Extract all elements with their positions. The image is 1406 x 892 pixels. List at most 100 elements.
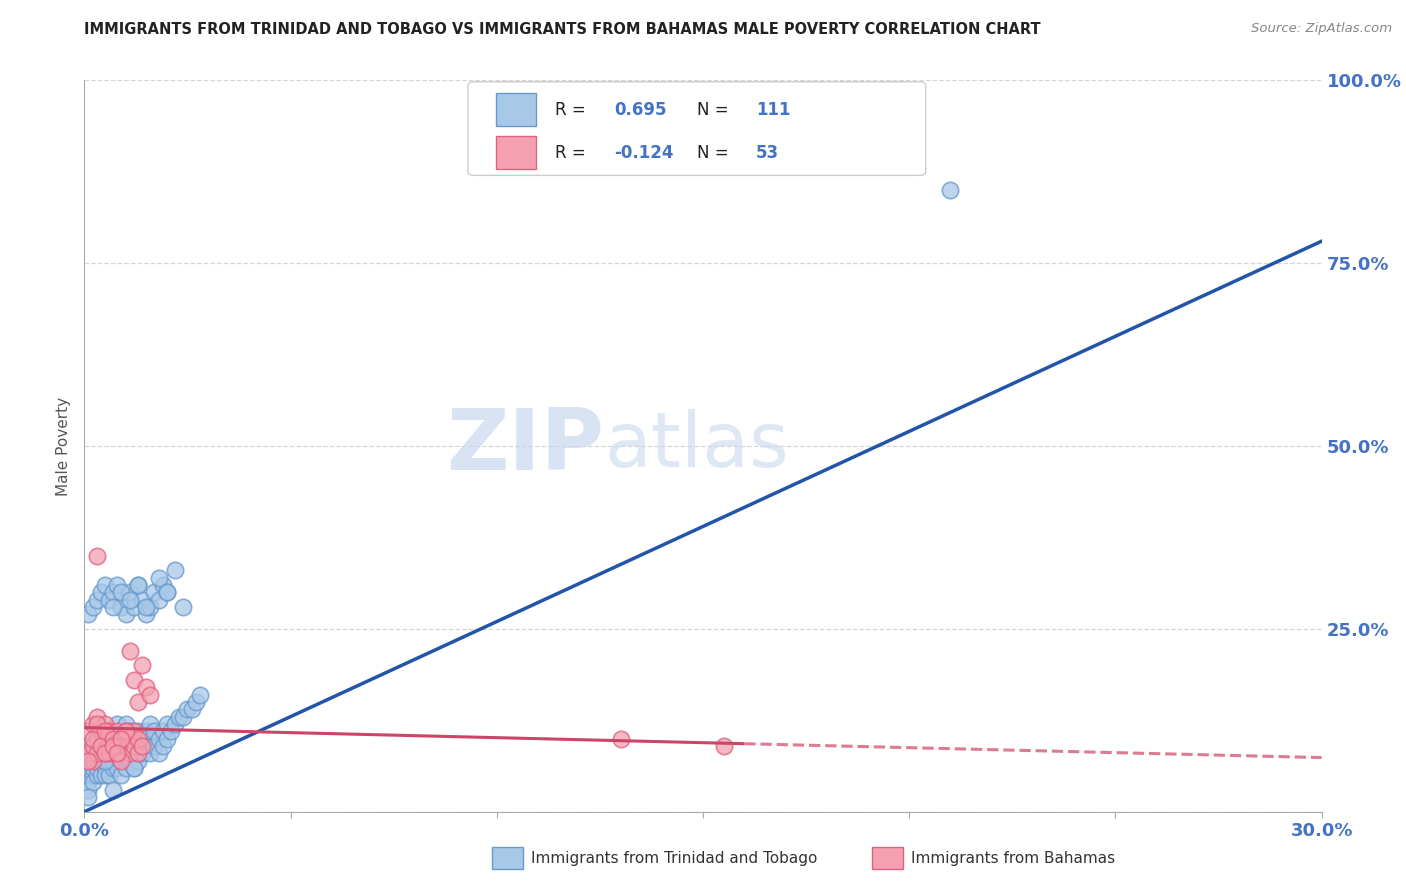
Point — [176, 702, 198, 716]
Point — [118, 592, 141, 607]
Point — [148, 731, 170, 746]
Point — [135, 739, 157, 753]
Point — [82, 739, 104, 753]
Point — [156, 731, 179, 746]
Point — [110, 585, 132, 599]
Point — [127, 578, 149, 592]
Point — [127, 739, 149, 753]
Point — [77, 790, 100, 805]
Point — [172, 709, 194, 723]
Point — [122, 746, 145, 760]
Point — [105, 731, 128, 746]
Point — [105, 724, 128, 739]
Point — [184, 695, 207, 709]
Point — [152, 739, 174, 753]
Point — [98, 768, 121, 782]
Point — [122, 739, 145, 753]
Point — [122, 761, 145, 775]
Point — [82, 754, 104, 768]
Point — [77, 768, 100, 782]
Point — [114, 724, 136, 739]
Point — [127, 724, 149, 739]
Point — [94, 724, 117, 739]
Point — [114, 731, 136, 746]
Point — [114, 607, 136, 622]
Point — [131, 746, 153, 760]
Point — [165, 717, 187, 731]
Point — [110, 599, 132, 614]
Point — [103, 739, 125, 753]
Text: IMMIGRANTS FROM TRINIDAD AND TOBAGO VS IMMIGRANTS FROM BAHAMAS MALE POVERTY CORR: IMMIGRANTS FROM TRINIDAD AND TOBAGO VS I… — [84, 22, 1040, 37]
Point — [110, 754, 132, 768]
Point — [118, 644, 141, 658]
Point — [103, 782, 125, 797]
Point — [156, 585, 179, 599]
Text: R =: R = — [554, 144, 591, 161]
Point — [114, 761, 136, 775]
Text: 111: 111 — [756, 101, 790, 119]
Point — [118, 739, 141, 753]
Point — [114, 724, 136, 739]
Point — [160, 724, 183, 739]
FancyBboxPatch shape — [496, 93, 536, 126]
Point — [77, 724, 100, 739]
Point — [105, 717, 128, 731]
Point — [127, 754, 149, 768]
Point — [103, 739, 125, 753]
Point — [98, 592, 121, 607]
Point — [86, 549, 108, 563]
Point — [152, 578, 174, 592]
Point — [94, 761, 117, 775]
Point — [98, 739, 121, 753]
Point — [98, 746, 121, 760]
Point — [165, 563, 187, 577]
Point — [139, 599, 162, 614]
Point — [94, 768, 117, 782]
Point — [143, 724, 166, 739]
Point — [105, 746, 128, 760]
Point — [86, 717, 108, 731]
Point — [118, 585, 141, 599]
Point — [143, 585, 166, 599]
Text: N =: N = — [697, 144, 734, 161]
Point — [114, 739, 136, 753]
Point — [90, 724, 112, 739]
Point — [122, 673, 145, 687]
Point — [103, 746, 125, 760]
Point — [82, 768, 104, 782]
Point — [86, 761, 108, 775]
Point — [127, 746, 149, 760]
Point — [98, 724, 121, 739]
Point — [86, 746, 108, 760]
Point — [122, 761, 145, 775]
Point — [86, 592, 108, 607]
Point — [609, 731, 631, 746]
Text: atlas: atlas — [605, 409, 789, 483]
Point — [98, 724, 121, 739]
Point — [94, 754, 117, 768]
Point — [82, 717, 104, 731]
Point — [94, 578, 117, 592]
Text: Immigrants from Bahamas: Immigrants from Bahamas — [911, 851, 1115, 865]
Point — [103, 754, 125, 768]
Point — [86, 746, 108, 760]
Text: ZIP: ZIP — [446, 404, 605, 488]
Text: R =: R = — [554, 101, 591, 119]
Point — [86, 731, 108, 746]
Point — [131, 592, 153, 607]
Point — [122, 731, 145, 746]
Point — [94, 746, 117, 760]
Point — [172, 599, 194, 614]
Point — [114, 717, 136, 731]
Text: Immigrants from Trinidad and Tobago: Immigrants from Trinidad and Tobago — [531, 851, 818, 865]
Point — [82, 761, 104, 775]
Point — [110, 739, 132, 753]
Point — [82, 754, 104, 768]
Point — [135, 681, 157, 695]
Point — [110, 768, 132, 782]
Point — [110, 731, 132, 746]
Point — [139, 746, 162, 760]
Point — [167, 709, 190, 723]
Point — [131, 739, 153, 753]
Point — [118, 746, 141, 760]
